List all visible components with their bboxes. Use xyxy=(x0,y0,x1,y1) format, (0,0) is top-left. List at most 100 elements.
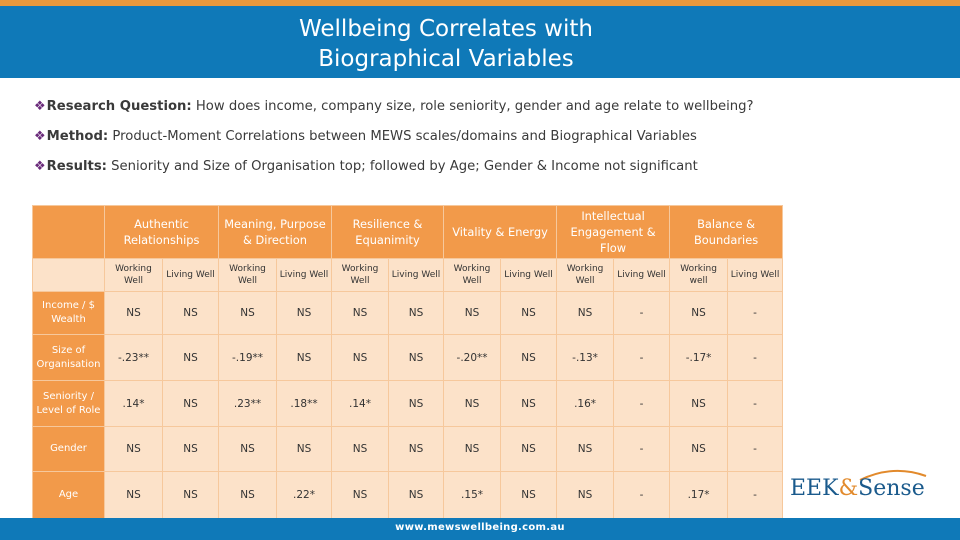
table-cell: NS xyxy=(388,380,445,427)
table-row: Gender NS NS NS NS NS NS NS NS NS - NS - xyxy=(32,426,784,472)
header-accent-stripe xyxy=(0,0,960,6)
table-cell: NS xyxy=(669,380,729,427)
table-cell: -.13* xyxy=(556,334,615,381)
table-cell: -.20** xyxy=(443,334,502,381)
bullet-research-question: ❖Research Question: How does income, com… xyxy=(34,99,754,114)
domain-header: Balance & Boundaries xyxy=(669,205,784,259)
table-cell: NS xyxy=(443,380,502,427)
logo-part-2: Sense xyxy=(858,476,925,501)
logo-ampersand: & xyxy=(838,476,859,501)
table-cell: .16* xyxy=(556,380,615,427)
footer-bar xyxy=(0,518,960,540)
subheader: Working well xyxy=(669,258,729,292)
table-cell: NS xyxy=(331,471,390,519)
table-cell: NS xyxy=(388,334,445,381)
table-cell: NS xyxy=(388,291,445,335)
row-label: Size of Organisation xyxy=(32,334,105,381)
diamond-bullet-icon: ❖ xyxy=(34,99,46,114)
table-cell: .15* xyxy=(443,471,502,519)
table-cell: - xyxy=(613,471,671,519)
subheader: Living Well xyxy=(388,258,445,292)
table-cell: NS xyxy=(161,334,220,381)
table-cell: .14* xyxy=(104,380,163,427)
table-cell: NS xyxy=(161,471,220,519)
table-cell: - xyxy=(613,291,671,335)
subheader: Living Well xyxy=(727,258,784,292)
table-cell: NS xyxy=(500,334,558,381)
table-cell: NS xyxy=(331,334,390,381)
diamond-bullet-icon: ❖ xyxy=(34,159,46,174)
table-cell: - xyxy=(613,426,671,472)
table-cell: NS xyxy=(500,291,558,335)
table-row: Size of Organisation -.23** NS -.19** NS… xyxy=(32,334,784,381)
table-cell: - xyxy=(727,471,784,519)
domain-header: Resilience & Equanimity xyxy=(331,205,445,259)
table-cell: .14* xyxy=(331,380,390,427)
table-cell: .18** xyxy=(276,380,333,427)
row-label: Gender xyxy=(32,426,105,472)
header-banner: Wellbeing Correlates with Biographical V… xyxy=(0,0,960,78)
row-label: Seniority / Level of Role xyxy=(32,380,105,427)
slide-title: Wellbeing Correlates with Biographical V… xyxy=(0,14,892,74)
corner-cell xyxy=(32,258,105,292)
subheader: Working Well xyxy=(556,258,615,292)
table-cell: - xyxy=(727,334,784,381)
eek-sense-logo: EEK&Sense xyxy=(790,476,925,501)
table-cell: NS xyxy=(161,426,220,472)
table-cell: NS xyxy=(388,426,445,472)
table-cell: NS xyxy=(161,291,220,335)
domain-header: Vitality & Energy xyxy=(443,205,558,259)
table-cell: NS xyxy=(556,426,615,472)
subheader: Working Well xyxy=(104,258,163,292)
bullet-results: ❖Results: Seniority and Size of Organisa… xyxy=(34,159,698,174)
table-cell: NS xyxy=(218,426,278,472)
table-cell: NS xyxy=(218,471,278,519)
title-line-1: Wellbeing Correlates with xyxy=(299,16,593,42)
table-cell: NS xyxy=(556,291,615,335)
table-cell: NS xyxy=(669,291,729,335)
table-cell: NS xyxy=(669,426,729,472)
table-cell: NS xyxy=(500,471,558,519)
row-label: Income / $ Wealth xyxy=(32,291,105,335)
table-cell: NS xyxy=(556,471,615,519)
subheader: Living Well xyxy=(276,258,333,292)
table-cell: - xyxy=(613,380,671,427)
logo-part-1: EEK xyxy=(790,476,839,501)
table-cell: NS xyxy=(331,426,390,472)
table-cell: - xyxy=(727,426,784,472)
table-cell: NS xyxy=(161,380,220,427)
row-label: Age xyxy=(32,471,105,519)
table-cell: NS xyxy=(500,380,558,427)
table-cell: - xyxy=(727,291,784,335)
table-cell: NS xyxy=(276,426,333,472)
table-cell: - xyxy=(727,380,784,427)
table-row: Income / $ Wealth NS NS NS NS NS NS NS N… xyxy=(32,291,784,335)
table-cell: NS xyxy=(443,291,502,335)
table-cell: .17* xyxy=(669,471,729,519)
subheader: Working Well xyxy=(443,258,502,292)
table-cell: NS xyxy=(500,426,558,472)
domain-header-row: Authentic Relationships Meaning, Purpose… xyxy=(32,205,784,259)
domain-header: Intellectual Engagement & Flow xyxy=(556,205,671,259)
table-cell: -.17* xyxy=(669,334,729,381)
table-cell: NS xyxy=(443,426,502,472)
table-cell: NS xyxy=(388,471,445,519)
title-line-2: Biographical Variables xyxy=(318,46,574,72)
diamond-bullet-icon: ❖ xyxy=(34,129,46,144)
table-cell: NS xyxy=(276,291,333,335)
bullet-list: ❖Research Question: How does income, com… xyxy=(34,96,934,186)
table-cell: NS xyxy=(276,334,333,381)
subheader: Living Well xyxy=(500,258,558,292)
footer-url[interactable]: www.mewswellbeing.com.au xyxy=(395,522,565,533)
domain-header: Meaning, Purpose & Direction xyxy=(218,205,333,259)
table-cell: NS xyxy=(331,291,390,335)
table-row: Age NS NS NS .22* NS NS .15* NS NS - .17… xyxy=(32,471,784,519)
table-cell: -.19** xyxy=(218,334,278,381)
subheader: Living Well xyxy=(613,258,671,292)
subheader: Working Well xyxy=(331,258,390,292)
table-cell: .23** xyxy=(218,380,278,427)
domain-header: Authentic Relationships xyxy=(103,205,220,259)
table-cell: NS xyxy=(104,291,163,335)
corner-cell xyxy=(32,205,105,259)
table-cell: -.23** xyxy=(104,334,163,381)
